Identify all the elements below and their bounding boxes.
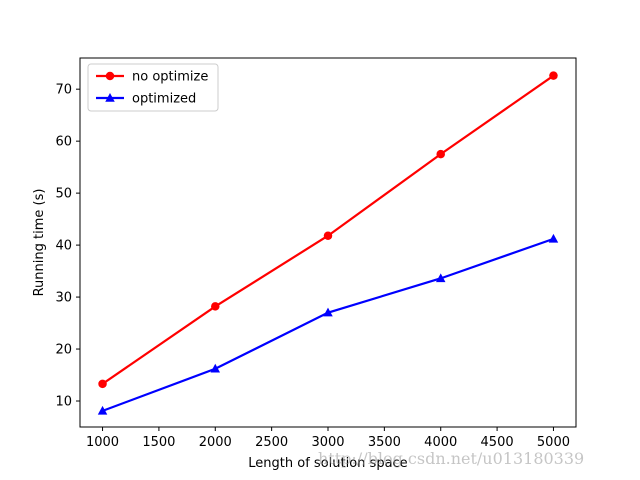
data-point: [436, 149, 445, 159]
x-tick-label: 4000: [424, 435, 457, 450]
y-tick-label: 70: [55, 83, 72, 98]
x-tick-label: 2000: [199, 435, 232, 450]
data-point: [549, 71, 558, 80]
legend-marker: [105, 93, 115, 102]
x-tick-label: 1500: [142, 435, 175, 450]
x-axis-label: Length of solution space: [248, 456, 407, 471]
y-tick-label: 10: [55, 395, 72, 410]
x-tick-label: 3000: [311, 435, 344, 450]
data-point: [211, 302, 220, 311]
x-tick-label: 1000: [86, 435, 119, 450]
plot-area: [80, 58, 576, 427]
legend-marker: [105, 71, 115, 81]
y-tick-label: 40: [55, 239, 72, 254]
x-tick-label: 5000: [537, 435, 570, 450]
legend-item: optimized: [96, 92, 196, 107]
x-tick-label: 4500: [481, 435, 514, 450]
data-point: [323, 307, 333, 317]
data-point: [435, 273, 446, 283]
legend-label: no optimize: [132, 70, 208, 85]
y-tick-label: 50: [55, 187, 72, 202]
y-tick-label: 20: [55, 343, 72, 358]
legend: no optimize optimized: [87, 63, 219, 112]
y-tick-label: 60: [55, 135, 72, 150]
data-point: [323, 231, 333, 240]
data-point: [210, 363, 221, 373]
data-point: [98, 379, 107, 389]
x-tick-label: 2500: [255, 435, 288, 450]
watermark-text: http://blog.csdn.net/u013180339: [318, 449, 585, 468]
data-point: [548, 233, 559, 243]
series-no-optimize: [98, 71, 558, 389]
series-optimized: [97, 233, 559, 415]
data-point: [97, 405, 108, 415]
y-tick-label: 30: [55, 291, 72, 306]
legend-label: optimized: [132, 92, 196, 107]
x-tick-label: 3500: [368, 435, 401, 450]
legend-item: no optimize: [96, 70, 208, 85]
y-axis-label: Running time (s): [32, 189, 47, 297]
